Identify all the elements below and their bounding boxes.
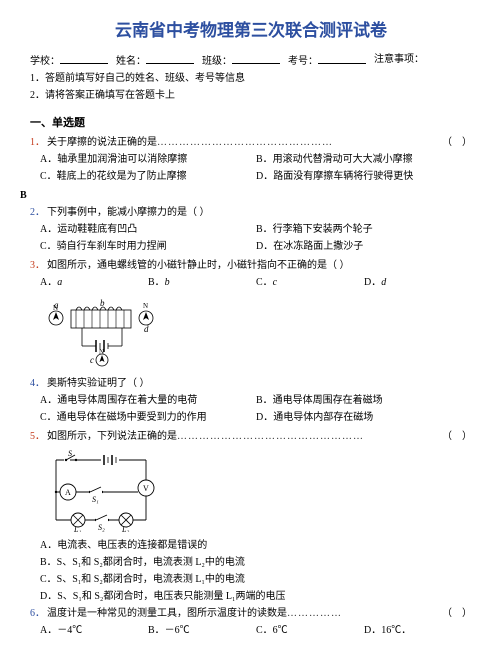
q1-paren: （ ） [442,135,472,150]
q3-opt-d: D．d [364,275,472,290]
q3-opt-b: B．b [148,275,256,290]
q5-opt-d: D．S、S₁和 S₂都闭合时，电压表只能测量 L₁两端的电压 [40,589,472,604]
q3-text: 如图所示，通电螺线管的小磁针静止时，小磁针指向不正确的是（ ） [47,258,350,273]
page-title: 云南省中考物理第三次联合测评试卷 [30,18,472,44]
q4-num: 4． [30,376,45,391]
note-1: 1．答题前填写好自己的姓名、班级、考号等信息 [30,71,472,86]
q4-text: 奥斯特实验证明了（ ） [47,376,150,391]
circuit-figure: S V A S₁ L₁ S₂ L₂ [46,450,472,532]
q2-opt-b: B．行李箱下安装两个轮子 [256,222,472,237]
question-6: 6． 温度计是一种常见的测量工具，图所示温度计的读数是 …………… （ ） A．… [30,606,472,640]
svg-text:b: b [100,298,105,308]
section-title: 一、单选题 [30,115,472,132]
q6-opt-d: D．16℃． [364,623,472,638]
svg-text:d: d [144,324,149,334]
dots: …………………………………………… [177,429,438,444]
q3-num: 3． [30,258,45,273]
question-3: 3． 如图所示，通电螺线管的小磁针静止时，小磁针指向不正确的是（ ） A．a B… [30,258,472,292]
q1-opt-d: D．路面没有摩擦车辆将行驶得更快 [256,169,472,184]
q2-opt-c: C．骑自行车刹车时用力捏闸 [40,239,256,254]
q1-opt-c: C．鞋底上的花纹是为了防止摩擦 [40,169,256,184]
dots: ………………………………………… [157,135,438,150]
school-label: 学校： [30,52,108,69]
q6-opt-b: B．－6℃ [148,623,256,638]
q5-opt-a: A．电流表、电压表的连接都是错误的 [40,538,472,553]
name-label: 姓名： [116,52,194,69]
question-4: 4． 奥斯特实验证明了（ ） A．通电导体周围存在着大量的电荷 B．通电导体周围… [30,376,472,427]
question-2: 2． 下列事例中，能减小摩擦力的是（ ） A．运动鞋鞋底有凹凸 B．行李箱下安装… [30,205,472,256]
svg-text:L₂: L₂ [121,525,129,532]
q4-opt-b: B．通电导体周围存在着磁场 [256,393,472,408]
q6-paren: （ ） [442,606,472,621]
q2-opt-d: D．在冰冻路面上撒沙子 [256,239,472,254]
q1-num: 1． [30,135,45,150]
class-label: 班级： [202,52,280,69]
q5-opt-b: B．S、S₁和 S₂都闭合时，电流表测 L₂中的电流 [40,555,472,570]
note-2: 2．请将答案正确填写在答题卡上 [30,88,472,103]
q6-num: 6． [30,606,45,621]
q6-text: 温度计是一种常见的测量工具，图所示温度计的读数是 [47,606,287,621]
svg-text:N: N [53,304,58,312]
svg-text:A: A [65,488,71,497]
q5-opt-c: C．S、S₁和 S₂都闭合时，电流表测 L₁中的电流 [40,572,472,587]
q1-text: 关于摩擦的说法正确的是 [47,135,157,150]
q3-opt-c: C．c [256,275,364,290]
q3-opt-a: A．a [40,275,148,290]
q4-opt-a: A．通电导体周围存在着大量的电荷 [40,393,256,408]
q2-text: 下列事例中，能减小摩擦力的是（ ） [47,205,210,220]
svg-text:N: N [99,348,104,356]
q2-opt-a: A．运动鞋鞋底有凹凸 [40,222,256,237]
q4-opt-c: C．通电导体在磁场中要受到力的作用 [40,410,256,425]
q5-text: 如图所示，下列说法正确的是 [47,429,177,444]
dots: …………… [287,606,438,621]
solenoid-figure: a N b N d c N [46,298,472,370]
svg-text:S₂: S₂ [98,523,105,532]
q1-opt-a: A．轴承里加润滑油可以消除摩擦 [40,152,256,167]
q5-num: 5． [30,429,45,444]
q5-paren: （ ） [442,429,472,444]
header-fields: 学校： 姓名： 班级： 考号： 注意事项： [30,52,472,69]
question-5: 5． 如图所示，下列说法正确的是 …………………………………………… （ ） [30,429,472,444]
q1-answer: B [20,188,472,203]
q6-opt-c: C．6℃ [256,623,364,638]
svg-text:V: V [143,484,149,493]
q1-opt-b: B．用滚动代替滑动可大大减小摩擦 [256,152,472,167]
svg-text:S₁: S₁ [92,495,99,504]
notice-label: 注意事项： [374,52,424,69]
exam-label: 考号： [288,52,366,69]
svg-text:S: S [68,450,72,458]
q4-opt-d: D．通电导体内部存在磁场 [256,410,472,425]
question-1: 1． 关于摩擦的说法正确的是 ………………………………………… （ ） A．轴承… [30,135,472,203]
q6-opt-a: A．－4℃ [40,623,148,638]
q2-num: 2． [30,205,45,220]
svg-text:L₁: L₁ [73,525,81,532]
svg-text:N: N [143,302,148,310]
svg-text:c: c [90,355,94,365]
